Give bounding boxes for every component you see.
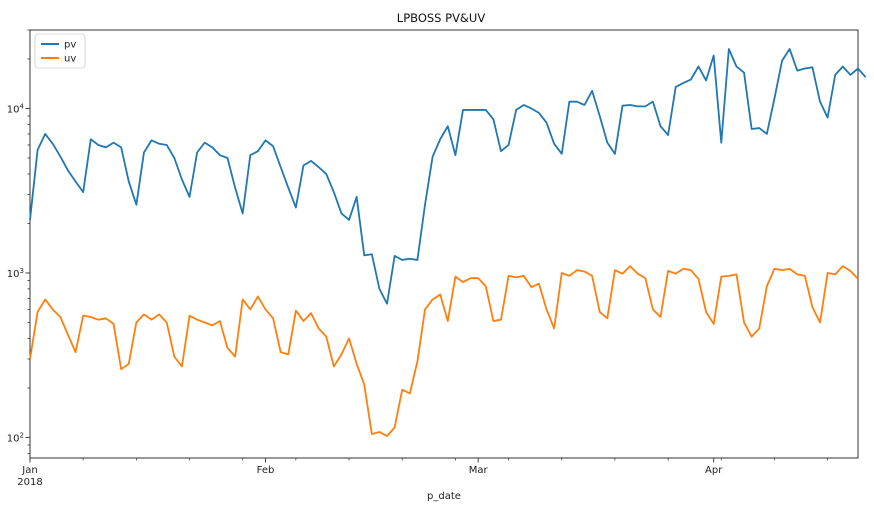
legend-label-pv: pv — [64, 40, 76, 51]
series-line-uv — [29, 265, 859, 437]
series-line-pv — [29, 48, 867, 305]
legend-label-uv: uv — [64, 54, 76, 65]
plot-area — [29, 29, 859, 459]
y-tick-label: 102 — [7, 431, 24, 444]
x-tick-label: Feb — [257, 465, 275, 476]
x-tick-label: Jan — [21, 465, 37, 476]
x-tick-sublabel: 2018 — [17, 477, 42, 488]
legend: pv uv — [34, 33, 86, 69]
x-tick-label: Apr — [705, 465, 723, 476]
y-axis: 102 103 104 — [7, 29, 30, 454]
chart-title: LPBOSS PV&UV — [397, 11, 486, 25]
x-axis-label: p_date — [427, 491, 461, 502]
x-tick-label: Mar — [469, 465, 489, 476]
legend-box — [34, 33, 86, 69]
y-tick-label: 104 — [7, 102, 25, 115]
y-tick-label: 103 — [7, 267, 24, 280]
series-layer — [29, 48, 867, 437]
